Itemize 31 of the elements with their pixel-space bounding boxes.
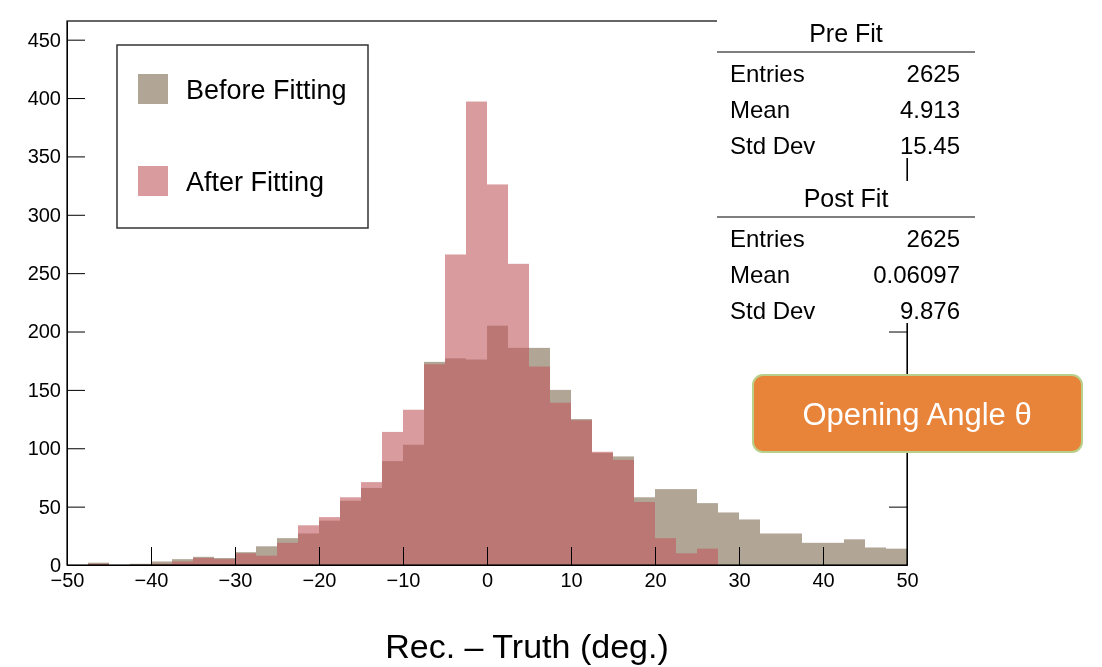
annotation: Post Fit: [803, 184, 889, 212]
x-axis-title: Rec. – Truth (deg.): [385, 627, 669, 665]
x-tick-label: 0: [481, 569, 494, 592]
x-tick-label: 50: [896, 569, 919, 592]
y-tick-label: 350: [27, 145, 61, 168]
x-tick-label: −20: [302, 569, 337, 592]
x-tick-label: −30: [218, 569, 253, 592]
text: Std Dev 9.876: [730, 297, 960, 324]
x-tick-label: 40: [812, 569, 835, 592]
x-tick-label: 10: [560, 569, 583, 592]
text: Entries 2625: [730, 60, 960, 87]
text: Entries 2625: [730, 225, 960, 252]
text: Std Dev 15.45: [730, 132, 960, 159]
legend-label: Before Fitting: [186, 75, 347, 105]
annotation: Pre Fit: [809, 19, 883, 47]
x-tick-label: 20: [644, 569, 667, 592]
y-tick-label: 450: [27, 28, 61, 51]
annotation: Opening Angle θ: [802, 397, 1032, 432]
x-tick-label: −40: [134, 569, 169, 592]
y-tick-label: 100: [27, 437, 61, 460]
text: Mean 4.913: [730, 96, 960, 123]
y-tick-label: 50: [38, 495, 61, 518]
y-tick-label: 250: [27, 262, 61, 285]
x-tick-label: −10: [386, 569, 421, 592]
y-tick-label: 300: [27, 203, 61, 226]
x-tick-label: 30: [728, 569, 751, 592]
legend-label: After Fitting: [186, 167, 325, 197]
y-tick-label: 200: [27, 320, 61, 343]
y-tick-label: 150: [27, 378, 61, 401]
y-tick-label: 400: [27, 86, 61, 109]
text: Mean 0.06097: [730, 261, 960, 288]
